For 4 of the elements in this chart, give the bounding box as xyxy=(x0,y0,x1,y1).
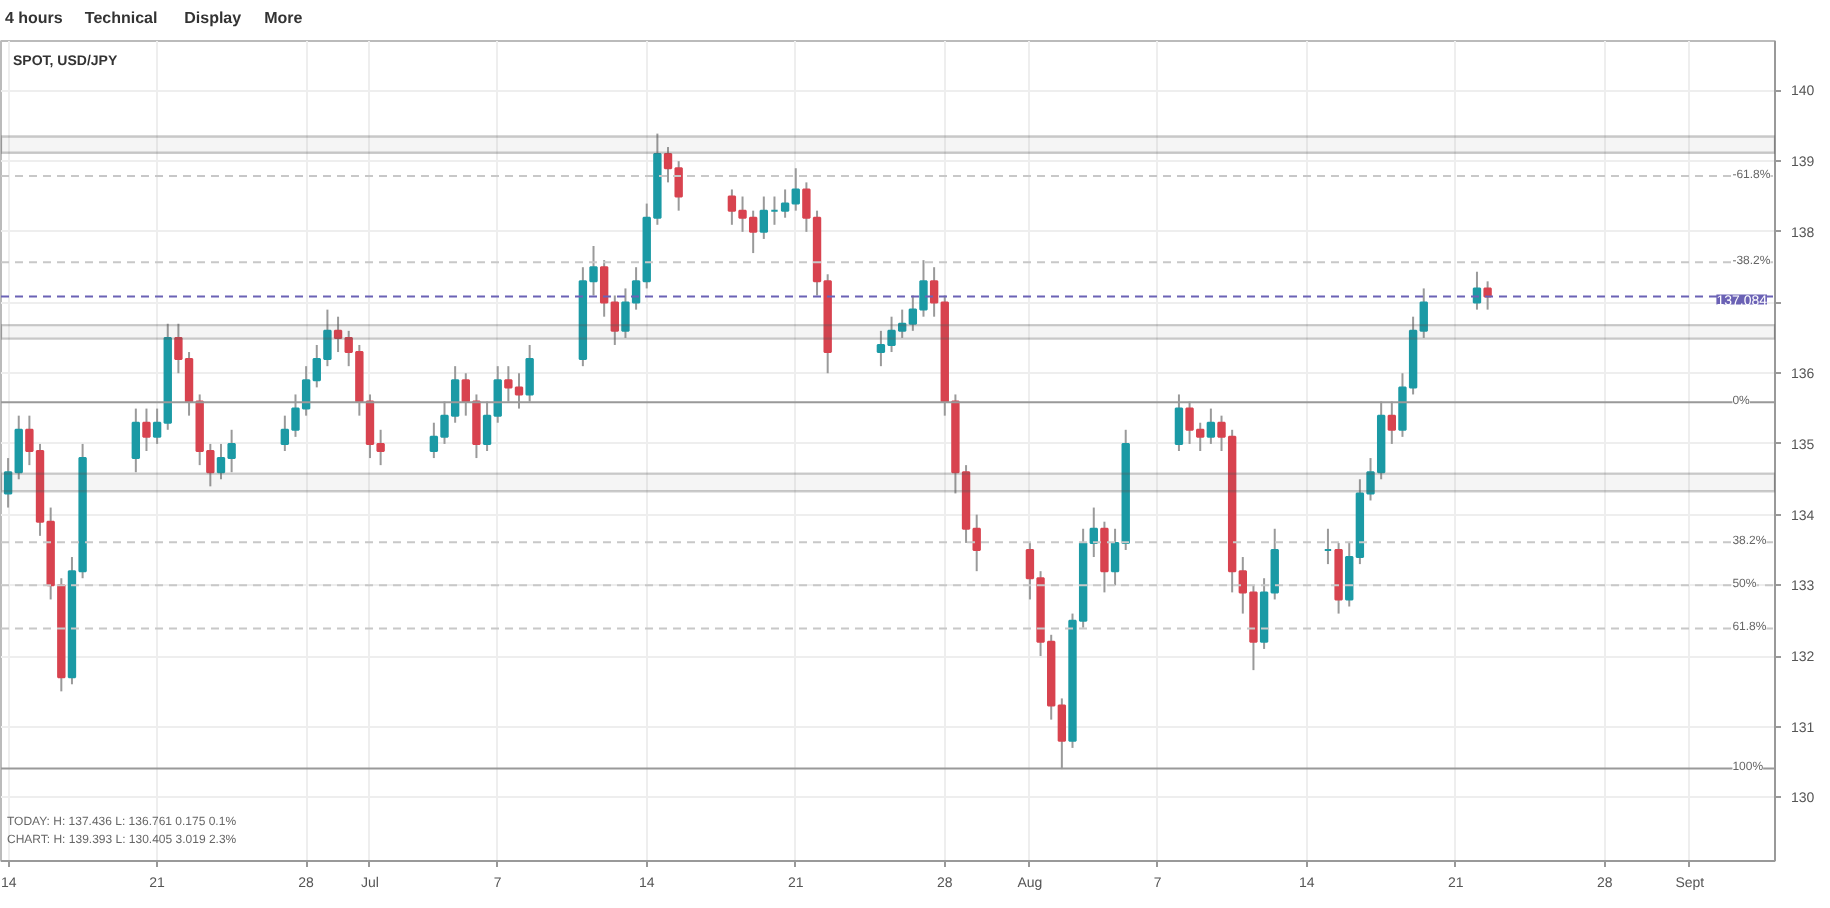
text: Display xyxy=(184,9,243,27)
text: Technical xyxy=(84,9,158,27)
text: More xyxy=(264,9,304,27)
text: 4 hours xyxy=(4,9,64,27)
